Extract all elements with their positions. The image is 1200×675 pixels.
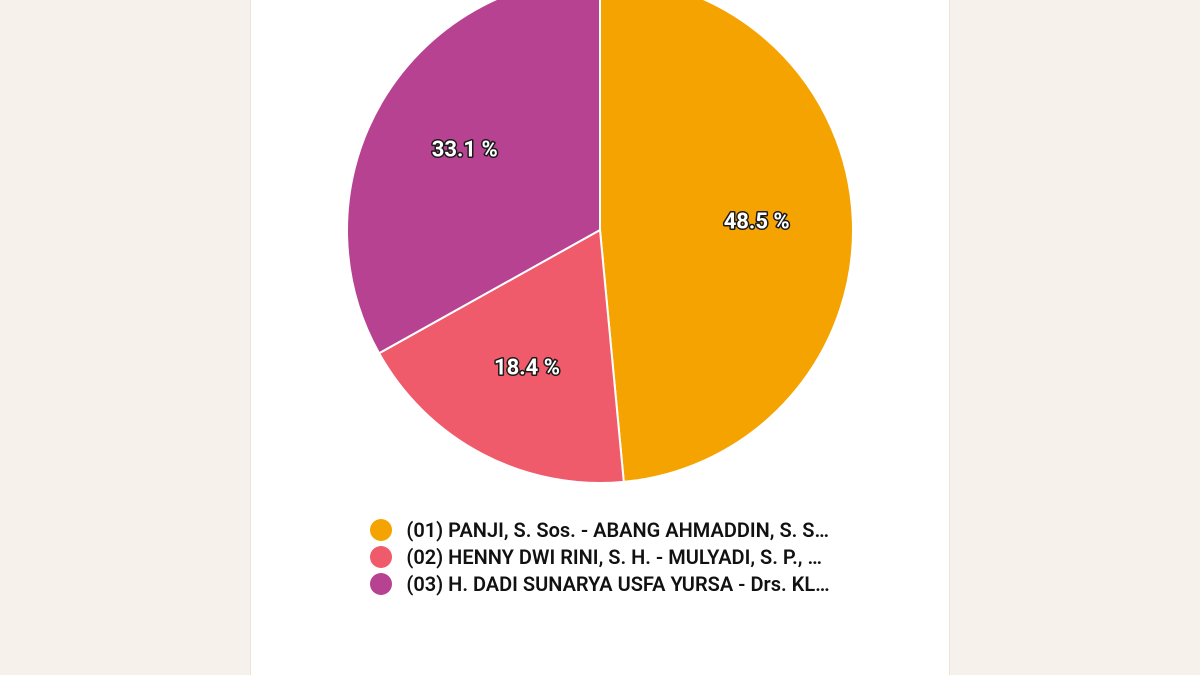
legend-label: (02) HENNY DWI RINI, S. H. - MULYADI, S.… (406, 545, 822, 569)
legend-label: (03) H. DADI SUNARYA USFA YURSA - Drs. K… (406, 572, 829, 596)
pie-slice-label-candidate-03: 33.1 % (432, 137, 498, 162)
legend-label: (01) PANJI, S. Sos. - ABANG AHMADDIN, S.… (406, 518, 829, 542)
legend-item-candidate-01[interactable]: (01) PANJI, S. Sos. - ABANG AHMADDIN, S.… (370, 518, 829, 542)
legend-marker-icon (370, 546, 392, 568)
pie-slice-label-candidate-01: 48.5 % (724, 209, 790, 234)
legend-marker-icon (370, 573, 392, 595)
pie-chart-svg: 48.5 % 18.4 % 33.1 % (340, 0, 860, 490)
legend-item-candidate-03[interactable]: (03) H. DADI SUNARYA USFA YURSA - Drs. K… (370, 572, 829, 596)
legend-marker-icon (370, 519, 392, 541)
pie-slice-label-candidate-02: 18.4 % (494, 356, 560, 381)
page-background: 48.5 % 18.4 % 33.1 % (01) PANJI, S. Sos. -… (0, 0, 1200, 675)
chart-card: 48.5 % 18.4 % 33.1 % (01) PANJI, S. Sos. -… (250, 0, 950, 675)
pie-chart: 48.5 % 18.4 % 33.1 % (340, 0, 860, 490)
pie-slice-candidate-01[interactable] (600, 0, 853, 482)
legend-item-candidate-02[interactable]: (02) HENNY DWI RINI, S. H. - MULYADI, S.… (370, 545, 829, 569)
legend: (01) PANJI, S. Sos. - ABANG AHMADDIN, S.… (370, 518, 829, 596)
